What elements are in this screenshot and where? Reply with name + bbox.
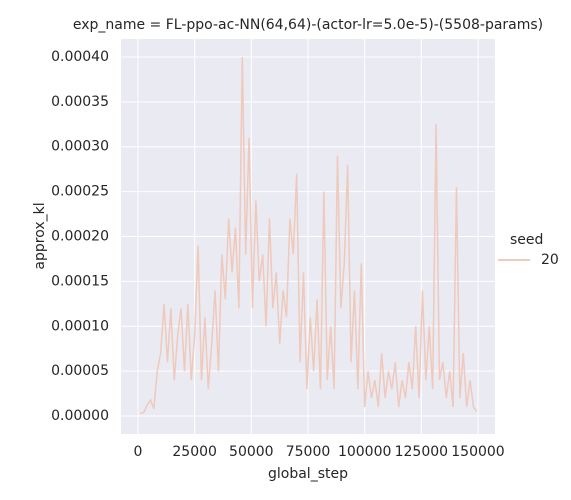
y-tick-label: 0.00030 bbox=[51, 139, 109, 155]
y-axis-label: approx_kl bbox=[32, 202, 48, 269]
y-tick-label: 0.00025 bbox=[51, 184, 109, 200]
y-tick-label: 0.00015 bbox=[51, 273, 109, 289]
legend-label: 20 bbox=[541, 252, 559, 268]
y-tick-label: 0.00020 bbox=[51, 229, 109, 245]
x-tick-label: 150000 bbox=[451, 444, 504, 460]
x-axis-label: global_step bbox=[268, 466, 348, 482]
legend-title: seed bbox=[510, 232, 543, 248]
y-tick-label: 0.00040 bbox=[51, 49, 109, 65]
x-tick-label: 75000 bbox=[286, 444, 331, 460]
y-tick-label: 0.00010 bbox=[51, 318, 109, 334]
y-tick-label: 0.00000 bbox=[51, 408, 109, 424]
x-tick-label: 0 bbox=[134, 444, 143, 460]
x-tick-label: 25000 bbox=[172, 444, 217, 460]
data-line bbox=[140, 56, 478, 415]
y-tick-label: 0.00035 bbox=[51, 94, 109, 110]
y-tick-label: 0.00005 bbox=[51, 363, 109, 379]
x-tick-label: 50000 bbox=[229, 444, 274, 460]
chart-title: exp_name = FL-ppo-ac-NN(64,64)-(actor-lr… bbox=[73, 17, 543, 33]
x-tick-label: 125000 bbox=[395, 444, 448, 460]
x-tick-label: 100000 bbox=[338, 444, 391, 460]
